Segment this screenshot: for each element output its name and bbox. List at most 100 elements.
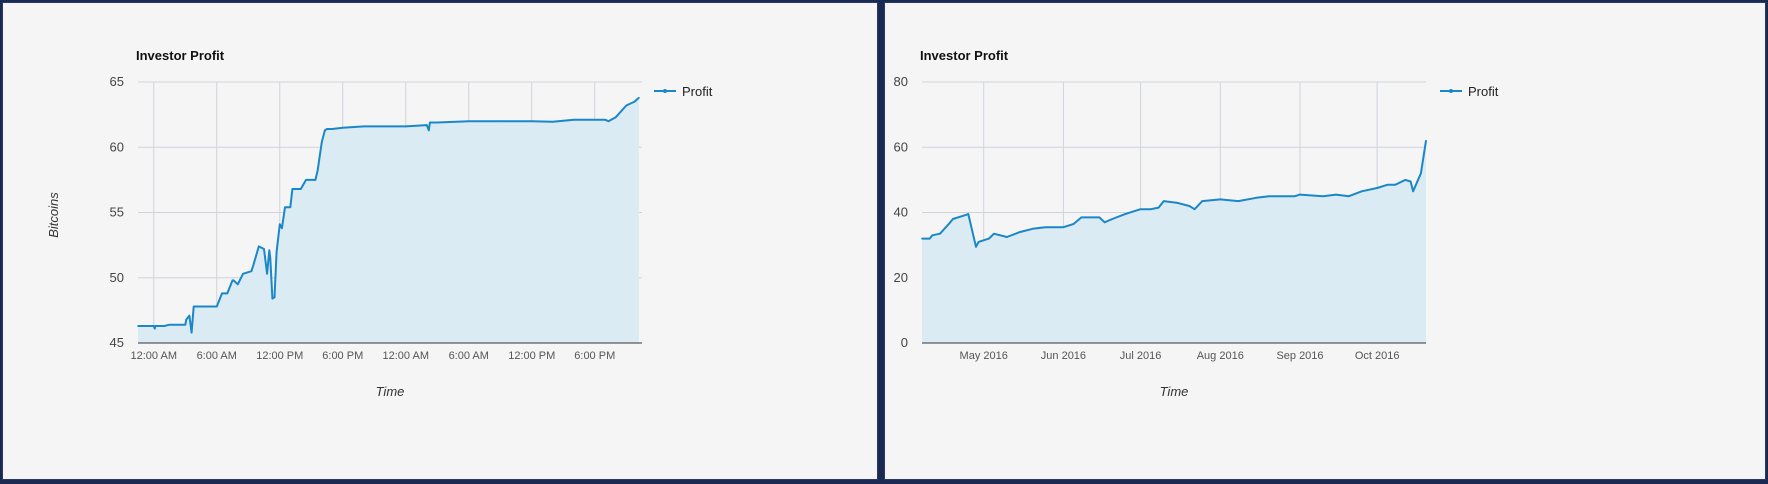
- data-point: [1425, 139, 1427, 142]
- data-point: [1157, 206, 1160, 209]
- data-point: [1219, 198, 1222, 201]
- y-axis-label: Bitcoins: [46, 192, 61, 238]
- data-point: [1299, 193, 1301, 196]
- data-point: [154, 325, 157, 327]
- x-tick-label: 6:00 PM: [574, 350, 615, 362]
- data-point: [1162, 200, 1165, 202]
- data-point: [967, 213, 970, 215]
- data-point: [1150, 208, 1152, 210]
- data-point: [931, 234, 934, 237]
- data-point: [952, 218, 954, 220]
- data-point: [436, 121, 439, 124]
- data-point: [625, 104, 628, 107]
- data-point: [1175, 201, 1178, 204]
- data-point: [1044, 226, 1047, 228]
- data-point: [250, 270, 253, 273]
- data-point: [281, 227, 283, 229]
- data-point: [184, 323, 187, 326]
- data-point: [499, 120, 502, 122]
- x-tick-label: Oct 2016: [1355, 350, 1400, 362]
- data-point: [154, 327, 156, 330]
- data-point: [291, 188, 294, 190]
- data-point: [594, 119, 596, 121]
- data-point: [975, 246, 977, 248]
- data-point: [185, 318, 188, 321]
- data-point: [1237, 200, 1240, 202]
- data-point: [197, 305, 199, 308]
- data-point: [268, 249, 271, 252]
- y-tick-label: 45: [110, 335, 124, 350]
- data-point: [226, 292, 229, 295]
- data-point: [242, 273, 244, 275]
- data-point: [271, 297, 274, 300]
- data-point: [275, 250, 278, 253]
- data-point: [1031, 228, 1034, 230]
- data-point: [633, 100, 636, 103]
- x-tick-label: 12:00 PM: [508, 350, 555, 362]
- data-point: [1335, 193, 1337, 196]
- data-point: [1360, 190, 1363, 193]
- legend-marker: [663, 89, 667, 93]
- data-point: [1006, 236, 1008, 238]
- chart-panel-left: Investor Profit 65 60 55 50 45 12:00 AM 6:00 AM…: [2, 2, 878, 480]
- x-tick-label: Aug 2016: [1197, 350, 1244, 362]
- data-point: [153, 325, 155, 327]
- data-point: [331, 128, 334, 130]
- x-tick-label: May 2016: [960, 350, 1008, 362]
- data-point: [405, 125, 407, 128]
- data-point: [324, 129, 326, 132]
- data-point: [1348, 195, 1350, 197]
- data-point: [426, 124, 428, 126]
- data-point: [429, 121, 431, 124]
- data-point: [468, 120, 470, 122]
- chart-panel-right: Investor Profit 80 60 40 20 0 May 2016 Jun 2016…: [884, 2, 1766, 480]
- data-point: [1201, 200, 1204, 202]
- data-point: [1255, 197, 1258, 199]
- data-point: [1124, 213, 1126, 215]
- x-tick-label: 6:00 AM: [449, 350, 489, 362]
- profit-chart-intraday: Investor Profit 65 60 55 50 45 12:00 AM 6:00 AM…: [46, 48, 713, 399]
- data-point: [604, 119, 607, 121]
- data-point: [1420, 172, 1422, 175]
- x-tick-label: 12:00 AM: [131, 350, 177, 362]
- x-tick-label: Jul 2016: [1120, 350, 1162, 362]
- chart-title: Investor Profit: [920, 48, 1009, 63]
- profit-chart-monthly: Investor Profit 80 60 40 20 0 May 2016 Jun 2016…: [894, 48, 1499, 399]
- y-tick-label: 60: [110, 139, 124, 154]
- data-point: [1139, 208, 1142, 210]
- data-point: [192, 305, 195, 308]
- y-tick-label: 65: [110, 74, 124, 89]
- legend-label: Profit: [1468, 84, 1499, 99]
- x-tick-label: Sep 2016: [1276, 350, 1323, 362]
- data-point: [1098, 216, 1101, 219]
- data-point: [1188, 205, 1191, 207]
- data-point: [252, 263, 255, 266]
- data-point: [179, 323, 181, 326]
- data-point: [1062, 226, 1065, 228]
- data-point: [1193, 208, 1196, 210]
- y-tick-label: 55: [110, 205, 124, 220]
- data-point: [163, 325, 166, 327]
- data-point: [168, 323, 171, 326]
- data-point: [1294, 195, 1296, 197]
- data-point: [1394, 184, 1396, 186]
- data-point: [573, 119, 575, 121]
- series-area-fill: [138, 97, 639, 343]
- data-point: [428, 129, 430, 132]
- y-tick-label: 80: [894, 74, 908, 89]
- data-point: [284, 206, 286, 209]
- legend-label: Profit: [682, 84, 713, 99]
- data-point: [928, 237, 931, 240]
- data-point: [1072, 223, 1075, 225]
- data-point: [1080, 216, 1083, 219]
- data-point: [342, 126, 344, 129]
- data-point: [221, 292, 223, 295]
- data-point: [1404, 179, 1407, 181]
- data-point: [1409, 180, 1412, 183]
- data-point: [326, 128, 328, 130]
- chart-title: Investor Profit: [136, 48, 225, 63]
- data-point: [188, 314, 191, 317]
- data-point: [531, 120, 533, 122]
- data-point: [314, 179, 317, 181]
- data-point: [993, 232, 995, 235]
